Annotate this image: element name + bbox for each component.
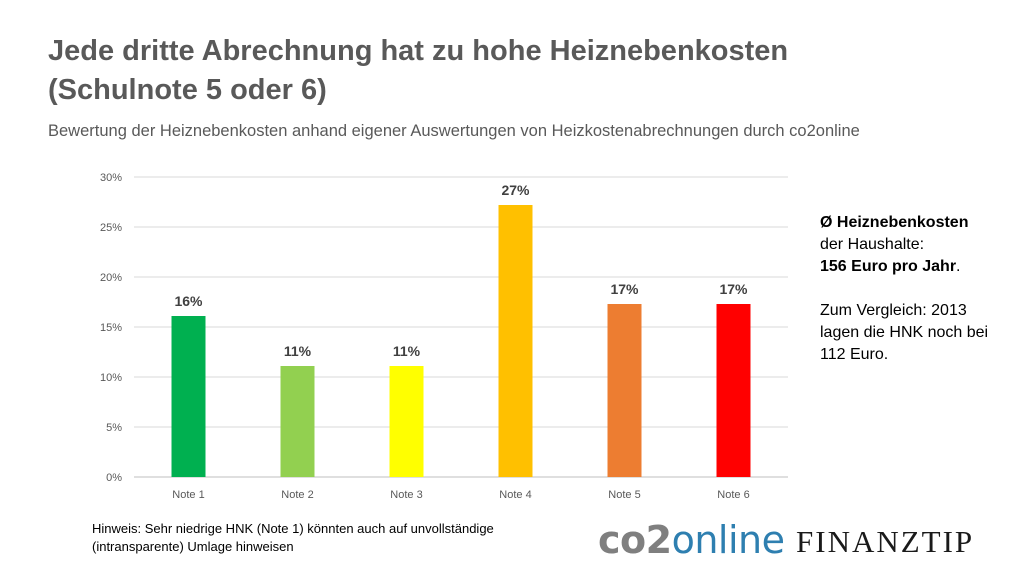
- data-label: 17%: [719, 281, 748, 297]
- co2online-logo-part2: online: [671, 518, 785, 562]
- data-label: 27%: [501, 182, 530, 198]
- x-tick-label: Note 3: [390, 489, 422, 501]
- x-tick-label: Note 6: [717, 489, 749, 501]
- co2online-logo: co2online: [598, 516, 785, 564]
- y-tick-label: 20%: [100, 272, 122, 284]
- bar: [498, 205, 533, 477]
- y-tick-label: 25%: [100, 222, 122, 234]
- footnote: Hinweis: Sehr niedrige HNK (Note 1) könn…: [92, 520, 542, 556]
- title-line-1: Jede dritte Abrechnung hat zu hohe Heizn…: [48, 35, 789, 67]
- finanztip-logo: FINANZTIP: [796, 524, 975, 559]
- bar: [171, 316, 206, 477]
- side-compare-line1: Zum Vergleich: 2013: [820, 302, 967, 319]
- data-label: 11%: [284, 343, 312, 359]
- side-info-line2: der Haushalte:: [820, 236, 925, 253]
- y-tick-label: 5%: [106, 422, 122, 434]
- data-label: 11%: [393, 343, 421, 359]
- side-info-period: .: [956, 258, 961, 275]
- bar: [607, 304, 642, 477]
- title-line-2: (Schulnote 5 oder 6): [48, 74, 327, 106]
- y-tick-label: 30%: [100, 172, 122, 184]
- page-subtitle: Bewertung der Heiznebenkosten anhand eig…: [48, 122, 860, 140]
- co2online-logo-part1: co2: [598, 518, 672, 562]
- y-tick-label: 10%: [100, 372, 122, 384]
- side-info-panel: Ø Heiznebenkosten der Haushalte: 156 Eur…: [820, 212, 1020, 366]
- bar: [280, 366, 315, 477]
- x-tick-label: Note 2: [281, 489, 313, 501]
- footnote-line2: (intransparente) Umlage hinweisen: [92, 539, 294, 554]
- page-title: Jede dritte Abrechnung hat zu hohe Heizn…: [48, 32, 788, 110]
- y-tick-label: 0%: [106, 472, 122, 484]
- side-compare-line2: lagen die HNK noch bei: [820, 324, 989, 341]
- side-compare-line3: 112 Euro.: [820, 346, 889, 363]
- side-info-heading: Ø Heiznebenkosten: [820, 214, 969, 231]
- bar: [389, 366, 424, 477]
- y-tick-label: 15%: [100, 322, 122, 334]
- x-tick-label: Note 4: [499, 489, 531, 501]
- x-tick-label: Note 1: [172, 489, 204, 501]
- x-tick-label: Note 5: [608, 489, 640, 501]
- bar: [716, 304, 751, 477]
- side-info-amount: 156 Euro pro Jahr: [820, 258, 957, 275]
- data-label: 17%: [610, 281, 639, 297]
- footnote-line1: Hinweis: Sehr niedrige HNK (Note 1) könn…: [92, 521, 494, 536]
- data-label: 16%: [174, 293, 203, 309]
